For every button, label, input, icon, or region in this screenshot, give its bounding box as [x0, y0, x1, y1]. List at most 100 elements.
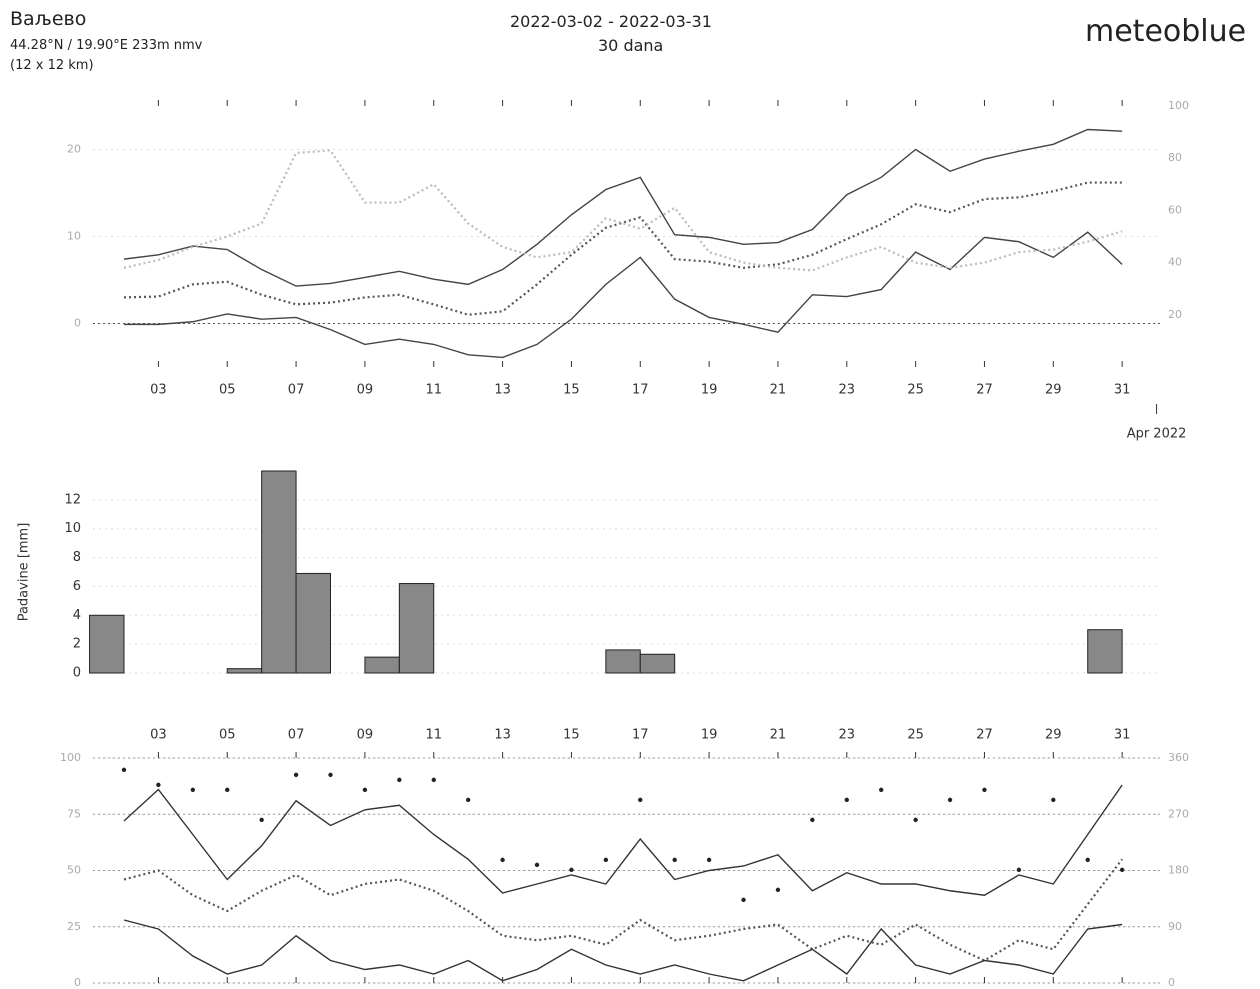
- bar: [295, 572, 331, 674]
- x-tick-label: 03: [150, 728, 167, 743]
- x-tick-label: 17: [632, 383, 649, 398]
- wind-direction-point: [121, 767, 127, 773]
- x-tick-label: 23: [839, 383, 856, 398]
- wind-direction-point: [844, 797, 849, 803]
- y-tick-label: 0: [73, 666, 81, 681]
- wind-direction-point: [706, 857, 712, 863]
- coords: 44.28°N / 19.90°E 233m nmv: [10, 38, 203, 53]
- wind-direction-point: [603, 857, 609, 863]
- brand: meteoblue: [1085, 14, 1247, 49]
- wind-direction-point: [982, 787, 987, 793]
- wind-direction-point: [672, 857, 677, 863]
- y-tick-label: 25: [67, 920, 81, 933]
- x-tick-label: 09: [357, 383, 374, 398]
- y2-tick-label: 90: [1168, 920, 1182, 933]
- bar: [605, 649, 641, 674]
- wind-direction-point: [810, 817, 815, 823]
- place: Ваљево: [10, 8, 87, 30]
- x-tick-label: 31: [1114, 383, 1131, 398]
- y-tick-label: 0: [74, 317, 81, 330]
- bar: [364, 656, 400, 674]
- line: [123, 149, 1123, 272]
- wind-direction-point: [397, 777, 402, 783]
- bar: [398, 583, 435, 674]
- period: 2022-03-02 - 2022-03-31: [510, 12, 712, 31]
- x-tick-label: 15: [563, 383, 580, 398]
- x-tick-label: 13: [494, 728, 511, 743]
- bar: [226, 668, 263, 674]
- y2-tick-label: 20: [1168, 308, 1182, 321]
- x-tick-label: 05: [219, 728, 236, 743]
- wind-direction-point: [328, 772, 333, 778]
- wind-direction-point: [534, 862, 540, 868]
- y-tick-label: 10: [64, 521, 81, 536]
- y2-tick-label: 360: [1168, 751, 1189, 764]
- x-tick-label: 31: [1114, 728, 1131, 743]
- bar: [261, 470, 297, 674]
- x-tick-label: 13: [494, 383, 511, 398]
- y-tick-label: 6: [73, 579, 81, 594]
- x-tick-label: 27: [976, 383, 993, 398]
- x-tick-label: 11: [425, 383, 442, 398]
- wind-direction-point: [156, 782, 161, 788]
- line: [123, 919, 1123, 982]
- bar: [1087, 629, 1123, 674]
- wind-direction-point: [259, 817, 264, 823]
- x-tick-label: 09: [357, 728, 374, 743]
- x-tick-label: 27: [976, 728, 993, 743]
- x-tick-label: 29: [1045, 383, 1062, 398]
- y2-tick-label: 100: [1168, 99, 1189, 112]
- wind-direction-point: [362, 787, 368, 793]
- wind-direction-point: [1051, 797, 1056, 803]
- y-tick-label: 50: [67, 864, 81, 877]
- y2-tick-label: 270: [1168, 807, 1189, 820]
- bar: [89, 614, 125, 674]
- line: [123, 858, 1124, 962]
- y2-tick-label: 40: [1168, 256, 1182, 269]
- y-axis-label: Padavine [mm]: [17, 523, 32, 622]
- x-tick-label: 25: [907, 383, 924, 398]
- line: [123, 128, 1123, 287]
- x-tick-label: 17: [632, 728, 649, 743]
- x-tick-label: 21: [770, 728, 787, 743]
- y2-tick-label: 180: [1168, 864, 1189, 877]
- wind-direction-point: [190, 787, 196, 793]
- y2-tick-label: 60: [1168, 203, 1182, 216]
- wind-direction-point: [293, 772, 299, 778]
- wind-direction-point: [500, 857, 505, 863]
- wind-direction-point: [1119, 867, 1125, 873]
- x-tick-label: 23: [839, 728, 856, 743]
- y2-tick-label: 80: [1168, 151, 1182, 164]
- x-tick-label: 05: [219, 383, 236, 398]
- x-tick-label: 19: [701, 728, 718, 743]
- wind-direction-point: [913, 817, 918, 823]
- x-tick-label: Apr 2022: [1127, 427, 1187, 442]
- x-tick-label: 11: [425, 728, 442, 743]
- wind-direction-point: [465, 797, 471, 803]
- x-tick-label: 07: [288, 728, 305, 743]
- x-tick-label: 25: [907, 728, 924, 743]
- wind-direction-point: [741, 897, 746, 903]
- y-tick-label: 75: [67, 807, 81, 820]
- x-tick-label: 03: [150, 383, 167, 398]
- y-tick-label: 10: [67, 230, 81, 243]
- y2-tick-label: 0: [1168, 976, 1175, 989]
- wind-direction-point: [1085, 857, 1090, 863]
- x-tick-label: 21: [770, 383, 787, 398]
- line: [123, 231, 1123, 359]
- x-tick-label: 19: [701, 383, 718, 398]
- x-tick-label: 15: [563, 728, 580, 743]
- days: 30 dana: [598, 36, 664, 55]
- grid-size: (12 x 12 km): [10, 58, 94, 73]
- y-tick-label: 2: [73, 637, 81, 652]
- y-tick-label: 8: [73, 550, 81, 565]
- wind-direction-point: [879, 787, 884, 793]
- wind-direction-point: [569, 867, 574, 873]
- wind-direction-point: [431, 777, 436, 783]
- wind-direction-point: [638, 797, 643, 803]
- y-tick-label: 4: [73, 608, 81, 623]
- line: [123, 784, 1123, 896]
- x-tick-label: 29: [1045, 728, 1062, 743]
